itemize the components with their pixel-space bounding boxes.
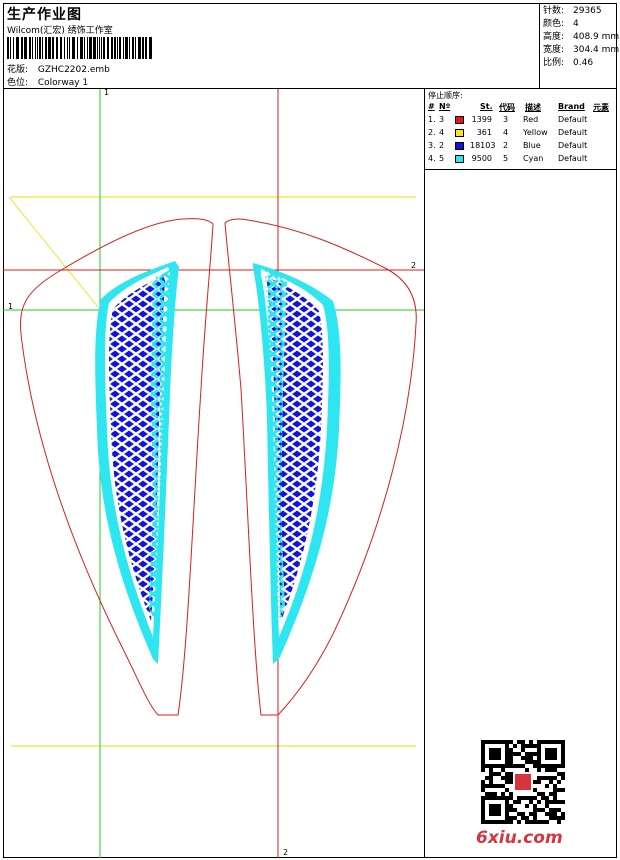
stat-colors: 颜色: 4 <box>543 18 617 31</box>
colorway-label: 色位: <box>7 78 29 88</box>
stop-sequence-table: 停止顺序: # Nº St. 代码 描述 Brand 元素 1. 3 1399 3 Re… <box>424 89 617 170</box>
stat-scale: 比例: 0.46 <box>543 57 617 70</box>
stop-cell-st: 18103 <box>470 141 496 150</box>
stop-cell-no: 5 <box>439 154 445 163</box>
guide-label-h1: 1 <box>8 302 14 311</box>
stat-value: 408.9 mm <box>573 32 620 42</box>
left-shape-blue-lattice <box>109 275 165 621</box>
embroidery-canvas <box>3 89 424 858</box>
stop-cell-code: 4 <box>503 128 509 137</box>
stat-value: 0.46 <box>573 58 594 68</box>
stop-cell-desc: Cyan <box>523 154 544 163</box>
color-swatch <box>455 142 464 150</box>
col-header-num: # <box>428 102 435 111</box>
color-swatch <box>455 155 464 163</box>
stat-label: 宽度: <box>543 45 565 55</box>
stat-value: 304.4 mm <box>573 45 620 55</box>
stats-panel: 针数: 29365 颜色: 4 高度: 408.9 mm 宽度: 304.4 mm 比例… <box>540 3 620 89</box>
page-frame <box>3 3 617 858</box>
stop-cell-brand: Default <box>558 141 588 150</box>
stop-cell-st: 1399 <box>471 115 492 124</box>
stat-label: 高度: <box>543 32 565 42</box>
col-header-desc: 描述 <box>525 103 541 112</box>
right-pane-divider <box>424 170 425 858</box>
stop-cell-code: 3 <box>503 115 509 124</box>
col-header-no: Nº <box>439 102 451 111</box>
stop-cell-st: 361 <box>476 128 492 137</box>
header-panel: 生产作业图 Wilcom(汇宏) 绣饰工作室 花版: GZHC2202.emb … <box>3 3 540 89</box>
watermark-logo: 6xiu.com <box>476 828 563 848</box>
right-shape-cyan-cross <box>265 269 287 629</box>
stop-cell-desc: Red <box>523 115 539 124</box>
stop-cell-num: 4. <box>428 154 436 163</box>
color-swatch <box>455 129 464 137</box>
stop-cell-num: 3. <box>428 141 436 150</box>
stop-cell-num: 2. <box>428 128 436 137</box>
studio-subtitle: Wilcom(汇宏) 绣饰工作室 <box>7 26 113 36</box>
stat-value: 29365 <box>573 6 602 16</box>
stop-cell-desc: Yellow <box>523 128 548 137</box>
stop-cell-no: 3 <box>439 115 445 124</box>
stop-cell-desc: Blue <box>523 141 541 150</box>
stat-value: 4 <box>573 19 579 29</box>
guide-label-v1: 1 <box>104 88 110 97</box>
stop-cell-st: 9500 <box>471 154 492 163</box>
stop-sequence-caption: 停止顺序: <box>428 91 463 100</box>
stat-label: 颜色: <box>543 19 565 29</box>
left-piece-outline <box>20 218 214 716</box>
design-file-row: 花版: GZHC2202.emb <box>7 62 110 75</box>
stop-cell-code: 2 <box>503 141 509 150</box>
stop-cell-no: 2 <box>439 141 445 150</box>
right-piece-outline <box>224 218 417 716</box>
left-shape-cyan-cross <box>149 267 175 629</box>
colorway-row: 色位: Colorway 1 <box>7 75 88 88</box>
stat-height: 高度: 408.9 mm <box>543 31 620 44</box>
col-header-stitches: St. <box>480 102 493 111</box>
stop-cell-num: 1. <box>428 115 436 124</box>
stop-cell-no: 4 <box>439 128 445 137</box>
stop-cell-brand: Default <box>558 154 588 163</box>
guide-yellow-diagonal <box>8 196 99 308</box>
col-header-element: 元素 <box>593 103 609 112</box>
stat-width: 宽度: 304.4 mm <box>543 44 620 57</box>
barcode-icon <box>7 37 152 59</box>
stop-cell-brand: Default <box>558 128 588 137</box>
guide-label-h2: 2 <box>411 261 417 270</box>
color-swatch <box>455 116 464 124</box>
qr-code-icon <box>481 740 565 824</box>
stop-cell-code: 5 <box>503 154 509 163</box>
stop-cell-brand: Default <box>558 115 588 124</box>
col-header-brand: Brand <box>558 102 585 111</box>
stat-stitches: 针数: 29365 <box>543 5 617 18</box>
design-label: 花版: <box>7 65 29 75</box>
guide-label-v2: 2 <box>283 848 289 857</box>
col-header-code: 代码 <box>499 103 515 112</box>
colorway-name: Colorway 1 <box>37 78 89 88</box>
design-file-name: GZHC2202.emb <box>37 65 110 75</box>
stat-label: 针数: <box>543 6 565 16</box>
stat-label: 比例: <box>543 58 565 68</box>
page-title: 生产作业图 <box>7 7 82 23</box>
